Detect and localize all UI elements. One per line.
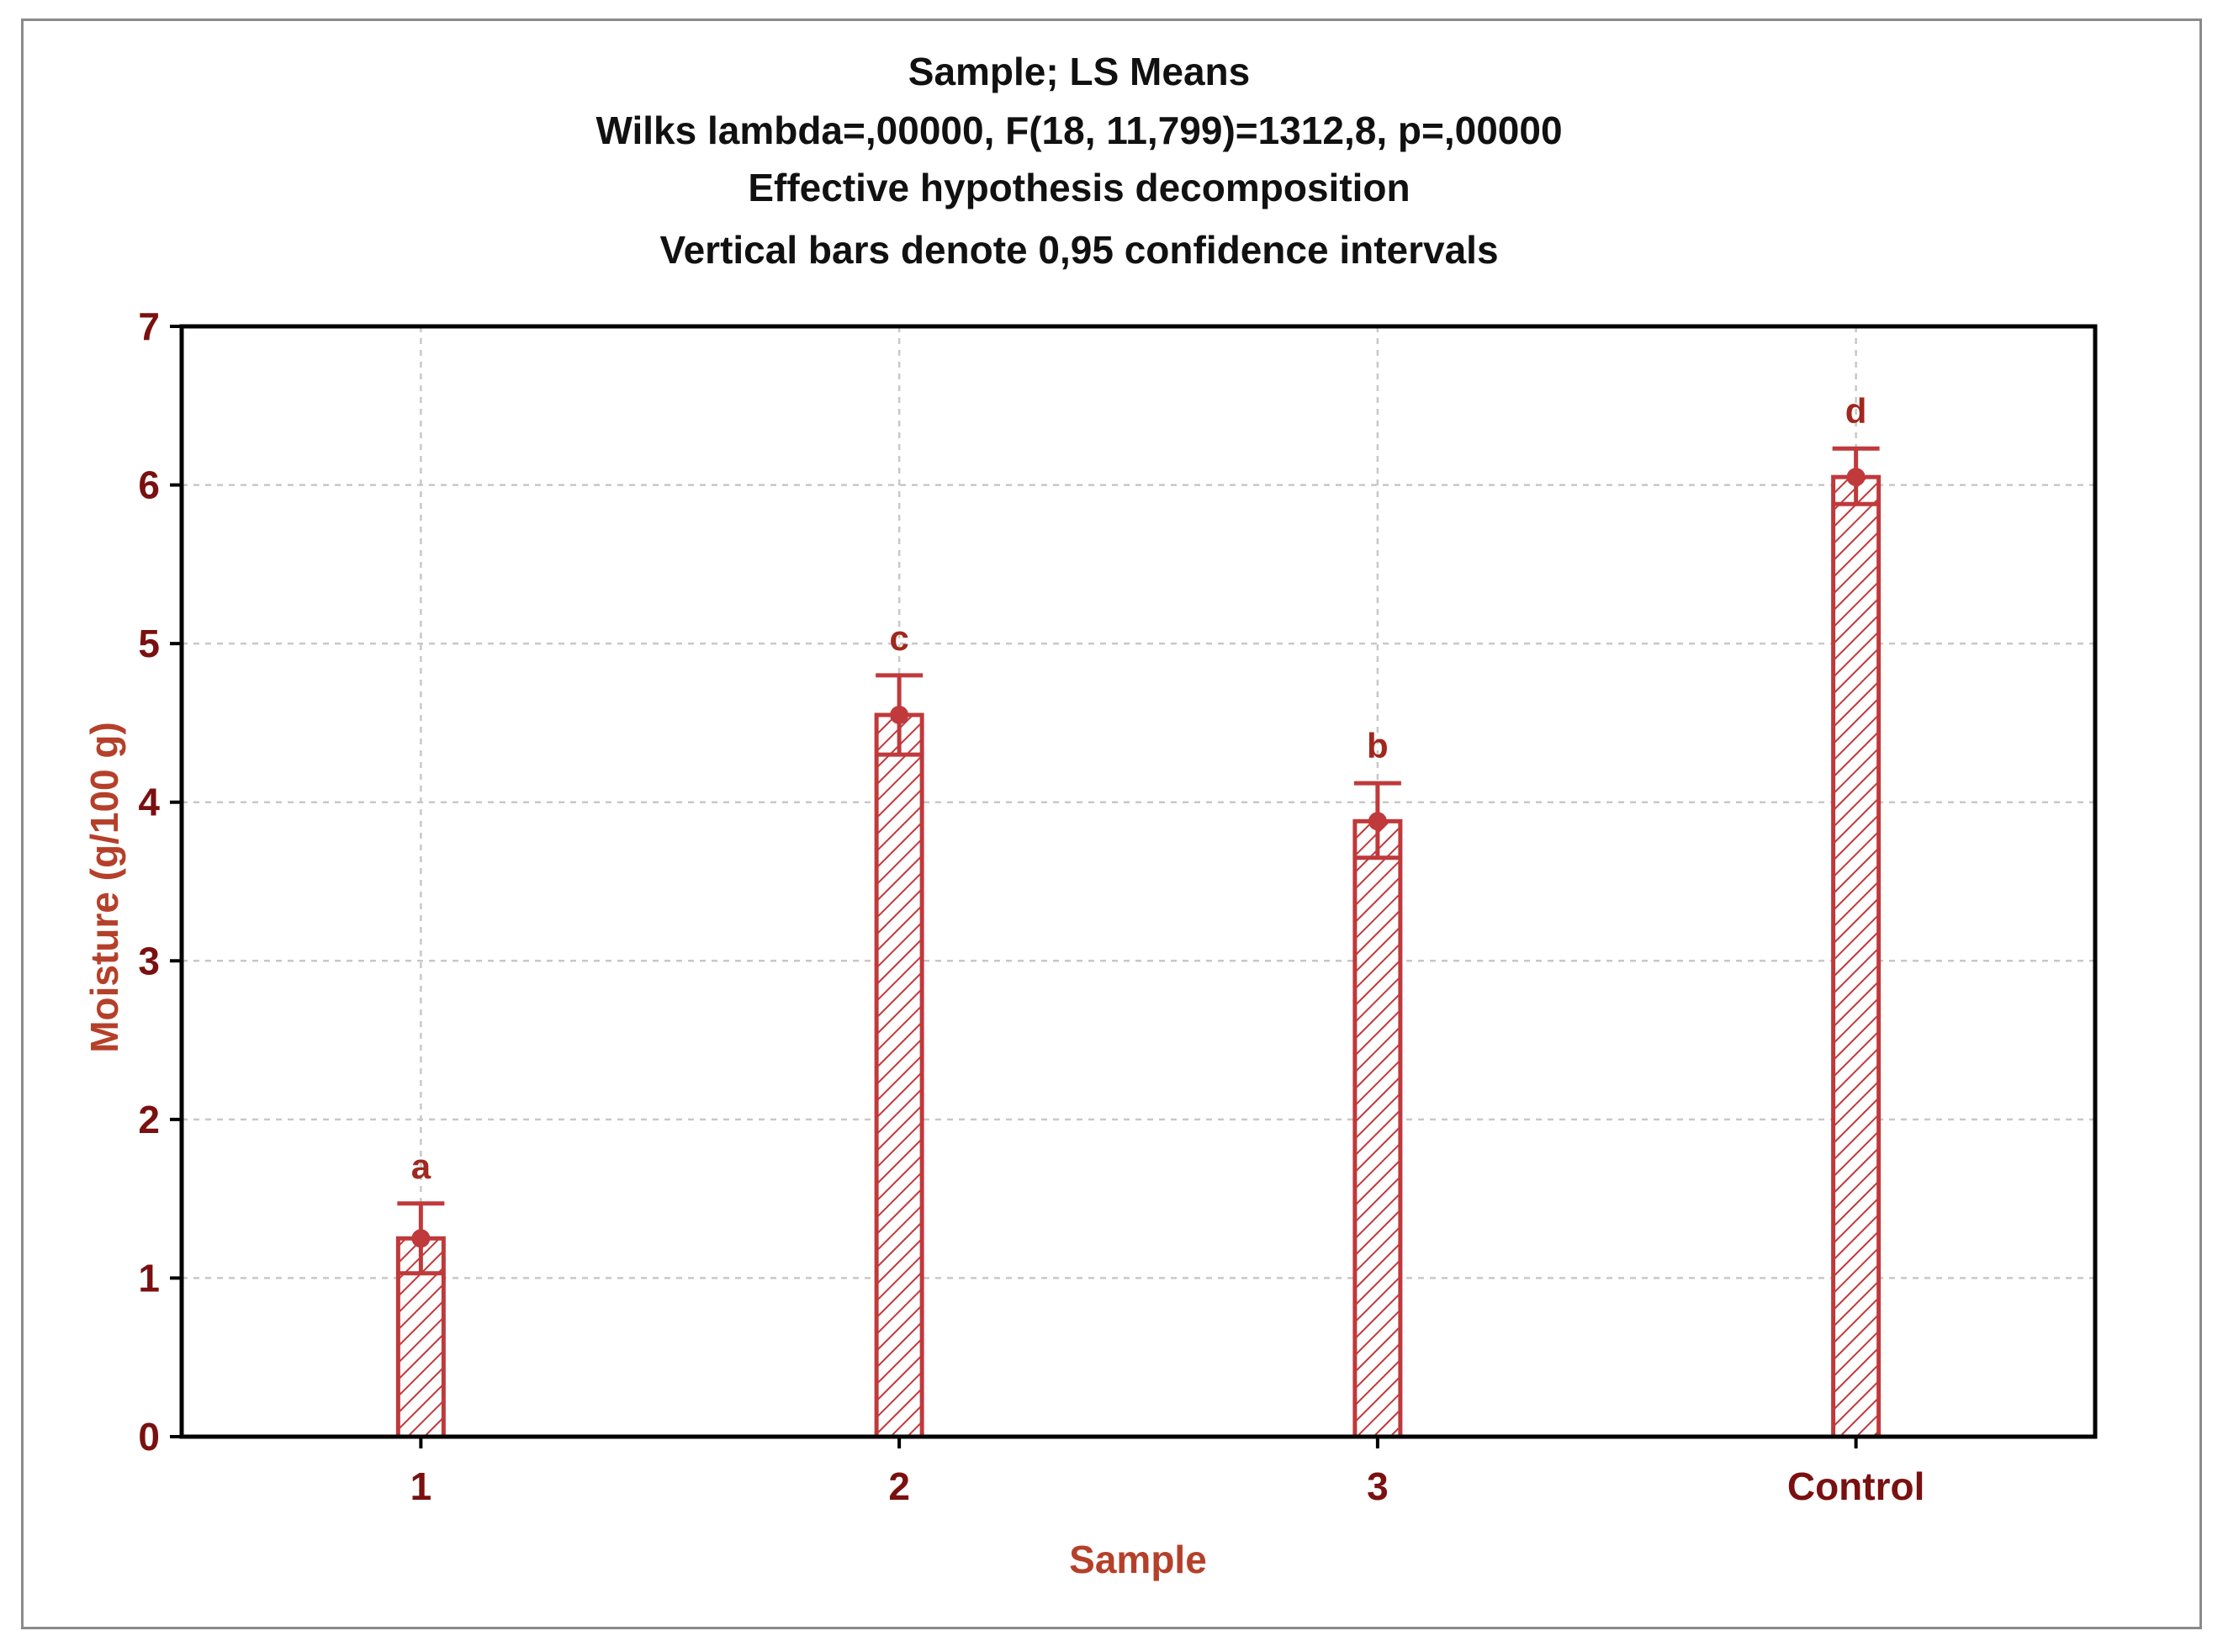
group-letter-label: d [1845,391,1867,431]
x-tick-label: 3 [1367,1464,1389,1508]
group-letter-label: c [889,618,908,658]
x-tick-label: 2 [888,1464,910,1508]
y-tick-label: 7 [138,304,160,348]
y-tick-label: 3 [138,939,160,982]
bar-control [1831,474,1882,1439]
y-tick-label: 0 [138,1415,160,1459]
chart-title: Sample; LS Means Wilks lambda=,00000, F(… [595,50,1562,272]
y-tick-label: 6 [138,463,160,507]
mean-point-3 [1368,812,1387,831]
x-axis-ticks: 1 2 3 Control [410,1437,1925,1508]
group-letter-label: b [1367,726,1389,765]
x-tick-label: Control [1787,1464,1925,1508]
y-axis-label: Moisture (g/100 g) [82,722,126,1053]
bar-3 [1352,818,1403,1439]
y-axis-ticks: 0 1 2 3 4 5 6 7 [138,304,182,1459]
bar-2 [874,712,924,1439]
y-tick-label: 1 [138,1256,160,1300]
y-tick-label: 5 [138,622,160,665]
x-tick-label: 1 [410,1464,432,1508]
title-line-2: Wilks lambda=,00000, F(18, 11,799)=1312,… [595,109,1562,152]
y-tick-label: 4 [138,781,160,824]
mean-point-1 [411,1229,431,1248]
x-axis-label: Sample [1069,1538,1207,1581]
title-line-3: Effective hypothesis decomposition [748,166,1410,209]
mean-point-2 [890,706,909,724]
y-tick-label: 2 [138,1098,160,1141]
figure-frame: Sample; LS Means Wilks lambda=,00000, F(… [21,19,2202,1629]
grid-lines [182,326,2095,1437]
moisture-bar-chart: Sample; LS Means Wilks lambda=,00000, F(… [82,50,2098,1581]
mean-markers [411,468,1866,1248]
error-bars [397,446,1880,1276]
group-letter-label: a [411,1146,431,1186]
plot-area-border [179,324,2098,1439]
title-line-1: Sample; LS Means [908,50,1250,93]
bars [395,474,1882,1439]
title-line-4: Vertical bars denote 0,95 confidence int… [659,228,1498,272]
mean-point-control [1846,468,1866,487]
group-letters: a c b d [411,391,1867,1186]
